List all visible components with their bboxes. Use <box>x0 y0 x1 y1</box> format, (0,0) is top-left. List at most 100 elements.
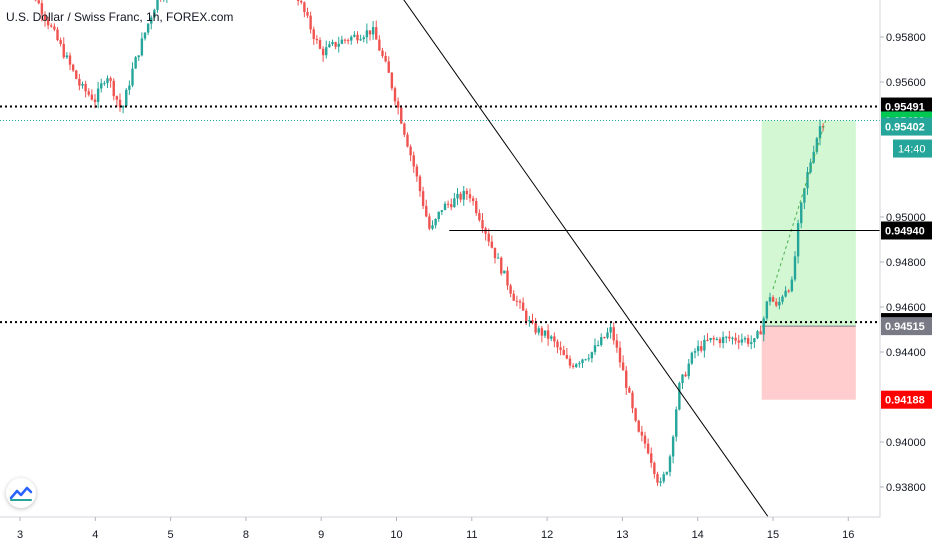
candle-body <box>650 453 652 462</box>
candle-body <box>403 124 405 135</box>
entry-price-label: 0.94515 <box>885 321 925 333</box>
trendline[interactable] <box>378 0 768 516</box>
profit-zone[interactable] <box>762 120 856 326</box>
candle-body <box>344 40 346 41</box>
candle-body <box>463 191 465 200</box>
candle-body <box>438 212 440 219</box>
candle-body <box>672 437 674 457</box>
candle-body <box>772 297 774 302</box>
candle-body <box>716 339 718 340</box>
candle-body <box>453 198 455 207</box>
candle-body <box>419 176 421 191</box>
candle-body <box>703 340 705 351</box>
x-tick-label: 10 <box>390 529 402 541</box>
loss-zone[interactable] <box>762 326 856 400</box>
candle-body <box>416 166 418 176</box>
candle-body <box>547 330 549 338</box>
x-tick-label: 8 <box>243 529 249 541</box>
candle-body <box>522 303 524 311</box>
candle-body <box>316 39 318 40</box>
candle-body <box>478 213 480 220</box>
candle-body <box>613 327 615 340</box>
candle-body <box>309 16 311 30</box>
candle-body <box>616 340 618 347</box>
y-tick-label: 0.95800 <box>886 32 926 44</box>
candle-body <box>75 70 77 78</box>
candle-body <box>538 328 540 332</box>
candle-body <box>625 370 627 387</box>
candle-body <box>63 44 65 57</box>
candle-body <box>59 40 61 44</box>
candle-body <box>675 409 677 436</box>
x-tick-label: 12 <box>541 529 553 541</box>
candle-body <box>503 271 505 274</box>
candle-body <box>622 362 624 370</box>
level-price-label: 0.94940 <box>885 226 925 238</box>
candle-body <box>750 342 752 344</box>
tradingview-icon <box>6 478 36 508</box>
candle-body <box>97 89 99 103</box>
candle-body <box>356 35 358 41</box>
candle-body <box>103 83 105 84</box>
y-tick-label: 0.94000 <box>886 437 926 449</box>
candle-body <box>300 1 302 2</box>
candle-body <box>428 216 430 228</box>
candle-body <box>397 101 399 107</box>
candle-body <box>506 271 508 286</box>
candle-body <box>581 359 583 363</box>
candle-body <box>663 474 665 481</box>
candle-body <box>338 44 340 47</box>
candle-body <box>572 366 574 367</box>
candle-body <box>553 336 555 341</box>
candle-body <box>369 30 371 34</box>
tradingview-logo[interactable] <box>6 478 36 508</box>
last-price-label: 0.95402 <box>885 122 925 134</box>
candle-body <box>303 2 305 12</box>
candle-body <box>53 27 55 30</box>
candle-body <box>747 338 749 344</box>
candle-body <box>400 108 402 124</box>
candle-body <box>556 341 558 347</box>
candle-body <box>447 204 449 205</box>
x-tick-label: 14 <box>692 529 704 541</box>
candle-body <box>144 33 146 39</box>
candle-body <box>100 83 102 88</box>
candle-body <box>306 12 308 16</box>
candle-body <box>569 359 571 366</box>
candle-body <box>378 40 380 51</box>
chart-title: U.S. Dollar / Swiss Franc, 1h, FOREX.com <box>6 10 233 24</box>
candle-body <box>116 96 118 100</box>
candle-body <box>494 248 496 258</box>
candle-body <box>697 346 699 351</box>
candle-body <box>647 444 649 454</box>
candle-body <box>297 0 299 1</box>
candle-body <box>384 56 386 61</box>
candle-body <box>631 393 633 409</box>
candle-body <box>381 51 383 56</box>
candle-body <box>778 302 780 306</box>
candle-body <box>594 345 596 352</box>
candle-body <box>431 225 433 228</box>
candle-body <box>678 383 680 409</box>
candle-body <box>425 206 427 217</box>
candle-body <box>372 27 374 34</box>
candle-body <box>125 90 127 106</box>
candle-body <box>563 350 565 355</box>
candle-body <box>519 301 521 302</box>
candle-body <box>472 198 474 201</box>
candle-body <box>644 436 646 444</box>
candle-body <box>134 57 136 68</box>
candle-body <box>628 388 630 393</box>
x-tick-label: 15 <box>767 529 779 541</box>
y-tick-label: 0.95600 <box>886 77 926 89</box>
x-tick-label: 4 <box>92 529 98 541</box>
candle-body <box>597 345 599 346</box>
candle-body <box>363 37 365 39</box>
x-tick-label: 3 <box>17 529 23 541</box>
candle-body <box>634 408 636 420</box>
candle-body <box>325 47 327 55</box>
candle-body <box>653 463 655 474</box>
candle-body <box>347 40 349 41</box>
